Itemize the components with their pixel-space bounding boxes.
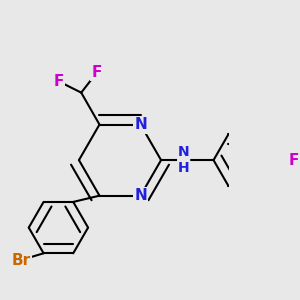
Text: N: N xyxy=(134,188,147,203)
Text: F: F xyxy=(53,74,64,89)
Text: N
H: N H xyxy=(178,145,190,175)
Text: F: F xyxy=(288,153,298,168)
Text: F: F xyxy=(92,64,102,80)
Text: Br: Br xyxy=(11,253,30,268)
Text: N: N xyxy=(134,117,147,132)
